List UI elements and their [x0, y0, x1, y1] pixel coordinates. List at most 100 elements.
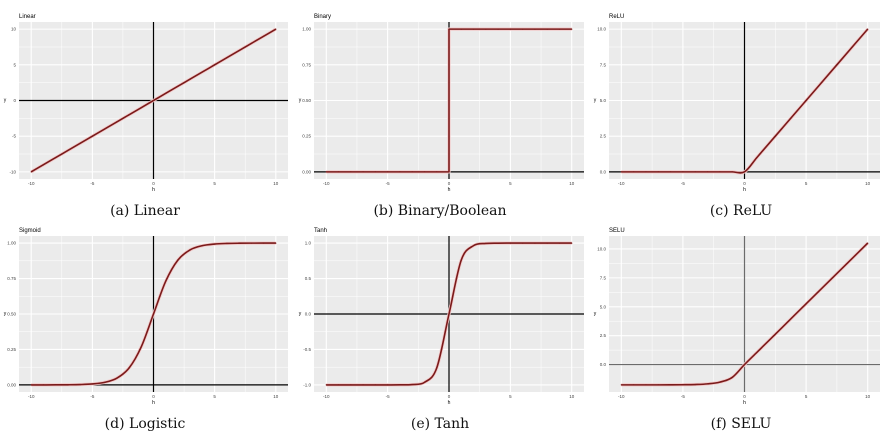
data-point: [743, 363, 746, 366]
data-point: [350, 171, 352, 173]
x-tick-label: -5: [386, 394, 390, 399]
data-point: [719, 381, 721, 383]
data-point: [448, 28, 450, 30]
x-tick-label: -10: [618, 181, 625, 186]
y-tick-label: -0.5: [303, 347, 311, 352]
panel-selu: SELU -10 -5 0 5 10 0.0 2.5 5.0 7.5 10.0 h y: [594, 228, 880, 406]
data-point: [534, 28, 536, 30]
x-tick-label: -5: [386, 181, 390, 186]
data-point: [79, 383, 81, 386]
x-tick-label: -10: [28, 181, 35, 186]
x-tick-label: 5: [509, 394, 512, 399]
data-point: [275, 28, 277, 30]
data-point: [79, 142, 81, 144]
data-point: [226, 57, 228, 59]
data-point: [460, 259, 462, 261]
data-point: [116, 377, 118, 379]
x-tick-label: 10: [569, 181, 575, 186]
data-point: [128, 114, 130, 116]
data-point: [201, 245, 204, 247]
y-tick-label: 0.25: [7, 347, 16, 352]
y-tick-label: 0.0: [305, 312, 312, 317]
x-tick-label: 5: [213, 181, 216, 186]
data-point: [103, 381, 106, 383]
data-point: [362, 384, 364, 386]
y-tick-label: 0.75: [302, 62, 311, 67]
data-point: [325, 171, 327, 173]
x-axis-label: h: [152, 187, 155, 193]
data-point: [706, 171, 709, 173]
data-point: [731, 171, 733, 173]
data-point: [793, 114, 795, 116]
data-point: [275, 242, 277, 244]
data-point: [362, 171, 364, 173]
data-point: [411, 171, 413, 173]
data-point: [152, 313, 155, 315]
data-point: [817, 291, 820, 293]
data-point: [497, 28, 499, 30]
x-tick-label: -10: [323, 394, 330, 399]
x-tick-label: -5: [681, 394, 685, 399]
data-point: [793, 315, 795, 317]
data-point: [756, 351, 758, 354]
y-tick-label: 1.00: [302, 27, 311, 32]
data-point: [682, 171, 684, 173]
data-point: [423, 171, 426, 173]
data-point: [177, 85, 179, 87]
x-tick-label: 10: [569, 394, 575, 399]
x-tick-label: -10: [323, 181, 330, 186]
data-point: [30, 384, 32, 386]
data-point: [497, 242, 499, 244]
x-axis-label: h: [152, 400, 155, 406]
x-tick-label: 0: [448, 394, 451, 399]
data-point: [238, 49, 240, 52]
data-point: [387, 171, 389, 173]
data-point: [67, 149, 69, 152]
panel-title: Sigmoid: [19, 228, 41, 234]
data-point: [423, 381, 426, 383]
data-point: [238, 242, 240, 244]
data-point: [805, 303, 807, 305]
panel-title: Linear: [19, 14, 36, 20]
data-point: [780, 327, 783, 329]
data-point: [645, 384, 647, 386]
data-point: [780, 128, 783, 130]
data-point: [571, 242, 573, 244]
data-point: [620, 384, 622, 386]
data-point: [399, 171, 401, 173]
data-point: [854, 254, 856, 256]
x-tick-label: 5: [213, 394, 216, 399]
data-point: [30, 171, 32, 173]
data-point: [558, 28, 561, 30]
y-tick-label: 1.0: [305, 241, 312, 246]
data-point: [350, 384, 352, 386]
x-axis-label: h: [743, 187, 746, 193]
y-tick-label: 0.75: [7, 276, 16, 281]
panel-tanh: Tanh -10 -5 0 5 10 -1.0 -0.5 0.0 0.5 1.0 h y: [299, 228, 584, 406]
y-axis-label: y: [4, 311, 7, 317]
y-tick-label: 0.25: [302, 134, 311, 139]
panel-title: ReLU: [609, 14, 624, 20]
data-point: [448, 313, 450, 315]
x-tick-label: -5: [90, 181, 94, 186]
y-axis-label: y: [4, 98, 7, 104]
y-tick-label: 10.0: [597, 246, 606, 251]
data-point: [91, 383, 93, 385]
data-point: [226, 242, 228, 245]
data-point: [645, 171, 647, 173]
data-point: [522, 28, 524, 30]
data-point: [756, 156, 758, 159]
data-point: [485, 28, 487, 30]
y-axis-label: y: [594, 311, 597, 317]
x-tick-label: 10: [865, 394, 871, 399]
y-tick-label: 2.5: [600, 333, 607, 338]
data-point: [387, 384, 389, 386]
data-point: [374, 384, 376, 386]
y-axis-label: y: [594, 98, 597, 104]
data-point: [262, 242, 265, 244]
x-tick-label: 0: [152, 394, 155, 399]
data-point: [669, 384, 672, 386]
data-point: [485, 242, 487, 245]
x-tick-label: 5: [805, 394, 808, 399]
data-point: [546, 28, 548, 30]
